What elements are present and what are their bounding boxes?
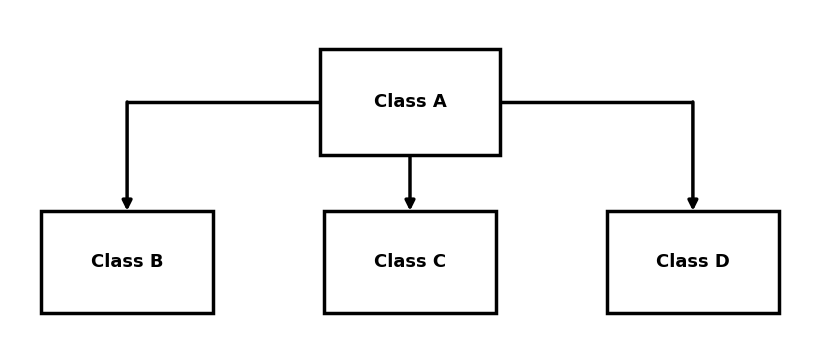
FancyBboxPatch shape: [41, 211, 213, 313]
FancyBboxPatch shape: [324, 211, 495, 313]
FancyBboxPatch shape: [319, 49, 500, 155]
Text: Class D: Class D: [655, 253, 729, 271]
Text: Class B: Class B: [91, 253, 163, 271]
Text: Class C: Class C: [373, 253, 446, 271]
Text: Class A: Class A: [373, 93, 446, 111]
FancyBboxPatch shape: [606, 211, 778, 313]
